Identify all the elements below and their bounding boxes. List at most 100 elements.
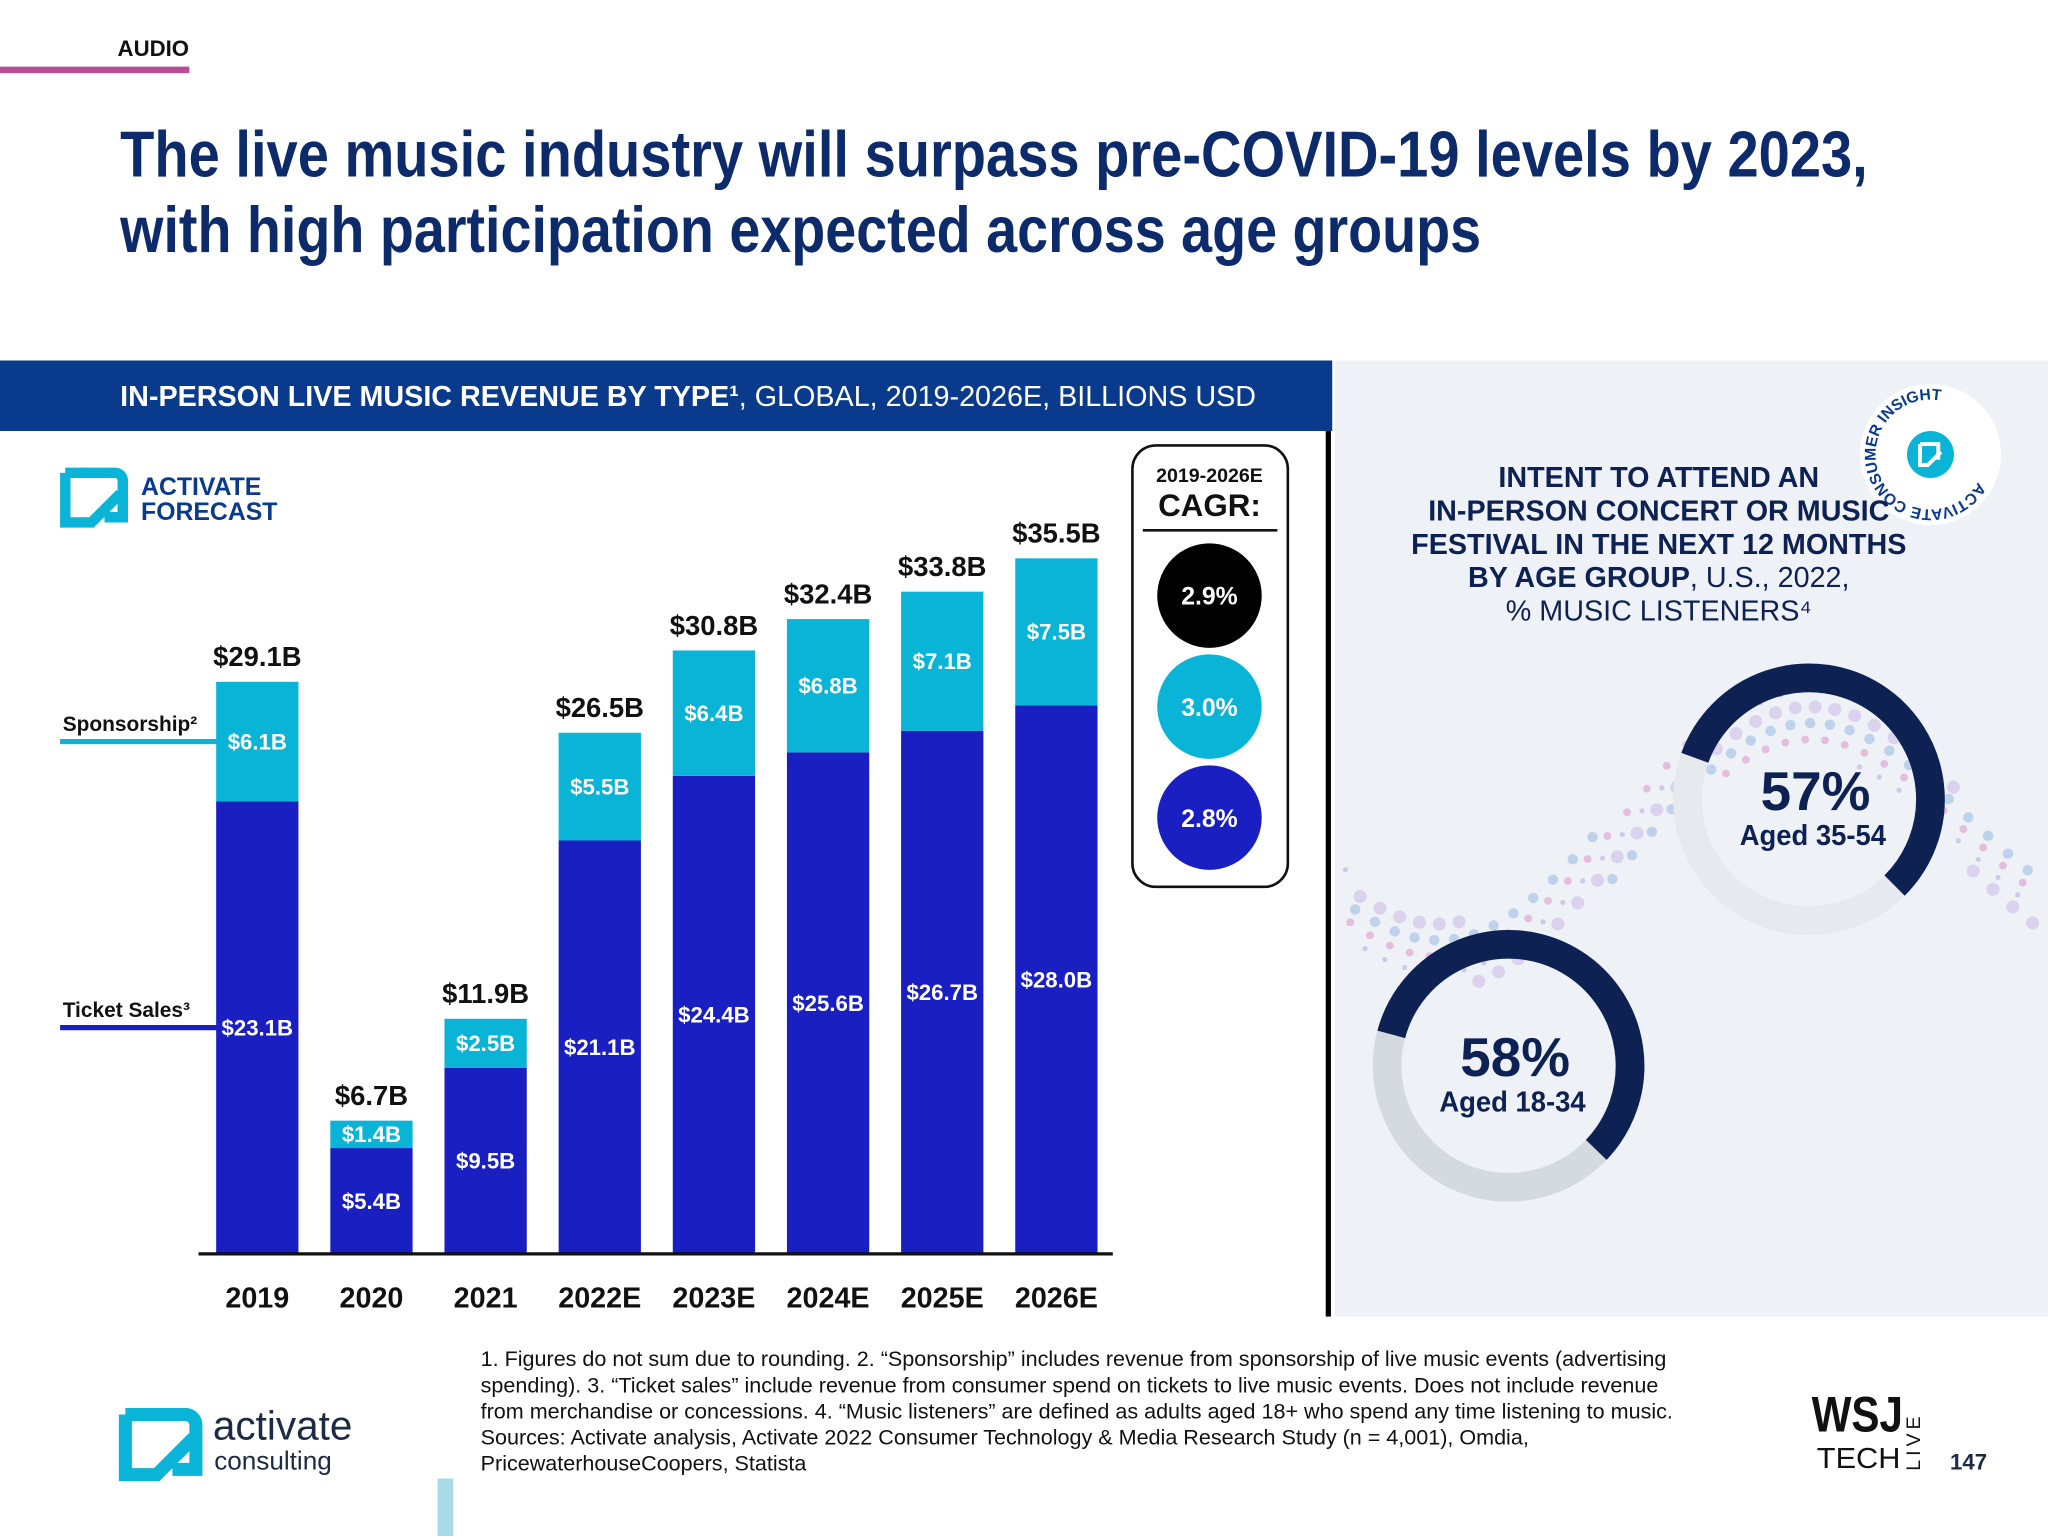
accent-bar	[437, 1478, 454, 1536]
footnote: from merchandise or concessions. 4. “Mus…	[481, 1398, 1673, 1423]
decor-note	[1966, 864, 1980, 878]
decor-note	[1804, 717, 1816, 729]
decor-note	[1619, 831, 1625, 838]
bar-segment	[901, 730, 984, 1254]
decor-note	[1761, 745, 1770, 754]
intent-bold: BY AGE GROUP	[1468, 562, 1690, 594]
footnote: PricewaterhouseCoopers, Statista	[481, 1451, 807, 1476]
decor-note	[1349, 904, 1361, 915]
decor-note	[1646, 826, 1658, 838]
decor-note	[1580, 878, 1586, 884]
decor-note	[1729, 727, 1743, 741]
bar-segment	[672, 775, 756, 1254]
decor-note	[1781, 738, 1790, 747]
decor-note	[2015, 892, 2021, 898]
cagr-circle	[1157, 765, 1262, 870]
decor-note	[1821, 736, 1829, 745]
decor-note	[1547, 874, 1559, 886]
bar-segment	[1015, 558, 1098, 706]
decor-note	[1402, 964, 1408, 971]
bar-segment	[786, 752, 870, 1254]
decor-note	[1788, 701, 1802, 715]
bar-segment	[672, 650, 756, 776]
cagr-label: 3.0%	[1181, 695, 1238, 722]
decor-note	[1429, 934, 1440, 946]
decor-note	[1722, 769, 1730, 778]
x-tick-label: 2025E	[901, 1282, 984, 1314]
bar-segment	[216, 801, 299, 1254]
forecast-icon	[60, 467, 128, 528]
decor-note	[1959, 825, 1968, 834]
bar-segment	[444, 1067, 527, 1254]
intent-heading: BY AGE GROUP, U.S., 2022,	[1468, 562, 1849, 594]
total-label: $30.8B	[670, 610, 758, 641]
x-tick-label: 2024E	[787, 1282, 870, 1314]
decor-note	[1801, 735, 1810, 744]
decor-note	[2026, 916, 2040, 930]
x-tick-label: 2022E	[558, 1282, 641, 1314]
decor-note	[1650, 803, 1664, 817]
total-label: $33.8B	[898, 551, 986, 582]
bar-segment	[786, 619, 870, 753]
intent-regular: % MUSIC LISTENERS⁴	[1506, 595, 1812, 627]
decor-note	[1540, 919, 1546, 925]
cagr-circle	[1157, 654, 1262, 759]
chart-title: IN-PERSON LIVE MUSIC REVENUE BY TYPE¹, G…	[120, 381, 1256, 413]
segment-label: $6.1B	[228, 729, 287, 754]
decor-note	[1896, 787, 1902, 793]
decor-note	[1346, 918, 1355, 927]
decor-note	[1527, 892, 1539, 904]
donut-category: Aged 18-34	[1439, 1087, 1585, 1119]
decor-note	[1659, 785, 1665, 791]
title: with high participation expected across …	[119, 193, 1481, 266]
decor-note	[1856, 764, 1863, 770]
segment-label: $5.5B	[570, 774, 629, 799]
segment-label: $25.6B	[792, 991, 864, 1016]
decor-note	[1860, 748, 1869, 757]
bar-segment	[901, 591, 984, 731]
chart-title-rest: , GLOBAL, 2019-2026E, BILLIONS USD	[739, 381, 1256, 413]
decor-note	[1946, 780, 1961, 794]
decor-note	[1583, 855, 1592, 863]
segment-label: $6.4B	[684, 701, 743, 726]
decor-note	[1472, 974, 1486, 988]
total-label: $29.1B	[213, 641, 301, 672]
segment-label: $7.5B	[1027, 620, 1086, 645]
bar-segment	[558, 840, 641, 1254]
decor-note	[1626, 850, 1638, 861]
decor-note	[1741, 755, 1750, 764]
decor-note	[1883, 745, 1895, 756]
segment-label: $2.5B	[456, 1031, 515, 1056]
segment-label: $1.4B	[342, 1122, 401, 1147]
decor-note	[1643, 784, 1651, 793]
decor-note	[1382, 957, 1388, 963]
decor-note	[1943, 793, 1954, 805]
wsj-tech: TECH	[1817, 1443, 1901, 1475]
decor-note	[1864, 733, 1875, 745]
total-label: $26.5B	[556, 692, 644, 723]
segment-label: $24.4B	[678, 1003, 750, 1028]
total-label: $32.4B	[784, 578, 872, 609]
decor-note	[2022, 864, 2033, 876]
decor-note	[1508, 908, 1519, 919]
decor-note	[1590, 873, 1605, 887]
stamp-icon-glyph	[1918, 442, 1943, 467]
section-rule	[0, 66, 190, 74]
logo-icon	[118, 1408, 203, 1482]
decor-note	[1488, 920, 1499, 931]
title: The live music industry will surpass pre…	[120, 117, 1868, 190]
segment-label: $28.0B	[1021, 967, 1093, 992]
donut-value: 57%	[1761, 760, 1871, 822]
chart-header-bar	[0, 360, 1333, 432]
decor-note	[1610, 850, 1624, 864]
decor-note	[1393, 910, 1407, 924]
decor-note	[1876, 774, 1882, 780]
legend-label: Ticket Sales³	[63, 999, 190, 1022]
decor-note	[1808, 700, 1822, 714]
decor-note	[1963, 812, 1974, 823]
intent-heading: INTENT TO ATTEND AN	[1498, 462, 1819, 494]
decor-note	[1986, 882, 2000, 896]
bar-segment	[1015, 705, 1098, 1254]
wsj-live: LIVE	[1903, 1413, 1925, 1471]
